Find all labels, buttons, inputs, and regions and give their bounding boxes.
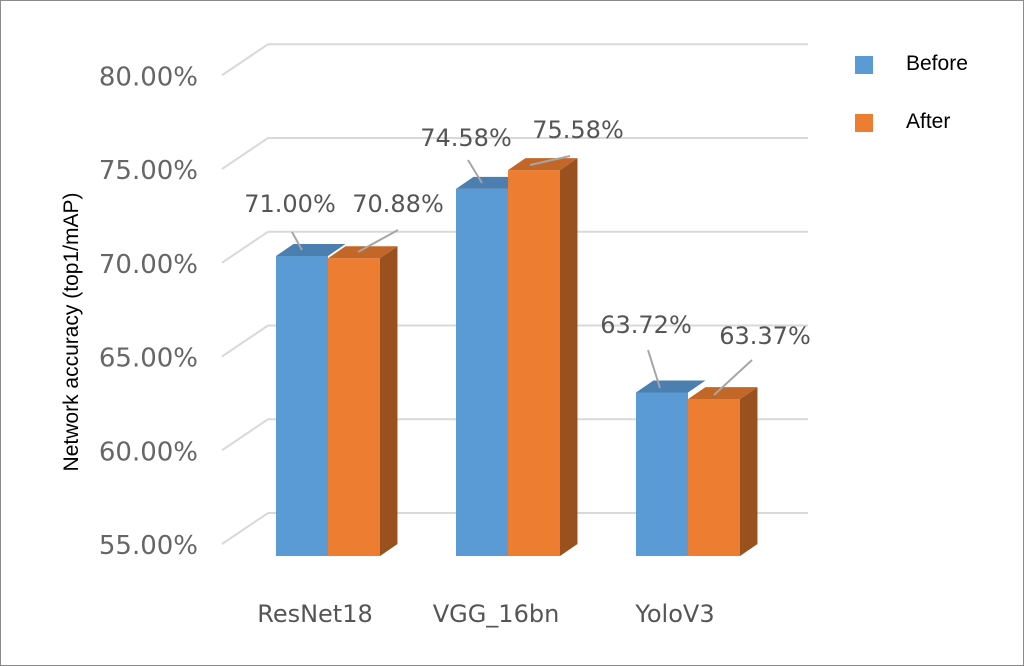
- bar-front: [508, 170, 560, 556]
- y-axis-ticks: 55.00% 60.00% 65.00% 70.00% 75.00% 80.00%: [99, 62, 198, 561]
- bar-side: [560, 158, 578, 556]
- y-tick-label: 55.00%: [99, 531, 198, 561]
- x-category-label: YoloV3: [634, 600, 714, 628]
- data-label-leader: [529, 155, 571, 166]
- data-label: 74.58%: [420, 124, 512, 152]
- y-tick-label: 60.00%: [99, 437, 198, 467]
- gridline-depth: [221, 512, 269, 545]
- bar-top: [508, 158, 578, 171]
- legend: Before After: [855, 52, 968, 133]
- bar-front: [456, 188, 508, 556]
- data-label-leader: [647, 349, 661, 389]
- bar-before-yolov3: [636, 380, 706, 556]
- data-labels: 71.00% 70.88% 74.58% 75.58% 63.72% 63.37%: [244, 116, 811, 396]
- data-label-leader: [713, 359, 753, 396]
- x-axis-categories: ResNet18 VGG_16bn YoloV3: [257, 600, 714, 628]
- bar-top: [688, 387, 758, 400]
- y-tick-label: 75.00%: [99, 156, 198, 186]
- bar-before-resnet18: [276, 244, 346, 556]
- bar-top: [636, 380, 706, 393]
- y-tick-label: 70.00%: [99, 250, 198, 280]
- bar-side: [380, 246, 398, 556]
- bar-front: [276, 256, 328, 556]
- bar-front: [636, 392, 688, 556]
- bar-top: [276, 244, 346, 256]
- data-label: 63.72%: [600, 311, 692, 339]
- y-tick-label: 65.00%: [99, 344, 198, 374]
- bar-after-vgg_16bn: [508, 158, 578, 556]
- y-tick-label: 80.00%: [99, 62, 198, 92]
- data-label: 71.00%: [244, 190, 336, 218]
- bar-side: [740, 387, 758, 556]
- data-label-leader: [291, 231, 303, 251]
- data-label: 63.37%: [719, 322, 811, 350]
- gridline-depth: [221, 230, 269, 264]
- data-label-leader: [467, 159, 483, 184]
- x-category-label: ResNet18: [257, 600, 373, 628]
- bar-before-vgg_16bn: [456, 176, 526, 556]
- x-category-label: VGG_16bn: [433, 600, 560, 628]
- gridline-depth: [221, 324, 269, 358]
- data-label: 70.88%: [352, 190, 444, 218]
- gridline-depth: [221, 418, 269, 452]
- bar-top: [328, 246, 398, 259]
- data-label-leader: [357, 229, 399, 253]
- data-label: 75.58%: [532, 116, 624, 144]
- bar-front: [688, 399, 740, 556]
- legend-swatch-after: [855, 114, 873, 132]
- bars: [276, 158, 758, 556]
- y-axis-title: Network accuracy (top1/mAP): [60, 193, 83, 472]
- gridline-depth: [221, 43, 269, 77]
- bar-after-yolov3: [688, 387, 758, 556]
- bar-after-resnet18: [328, 246, 398, 556]
- legend-label-after: After: [906, 110, 950, 133]
- legend-swatch-before: [855, 56, 873, 74]
- bar-front: [328, 258, 380, 556]
- legend-label-before: Before: [906, 52, 968, 75]
- gridline-depth: [221, 137, 269, 170]
